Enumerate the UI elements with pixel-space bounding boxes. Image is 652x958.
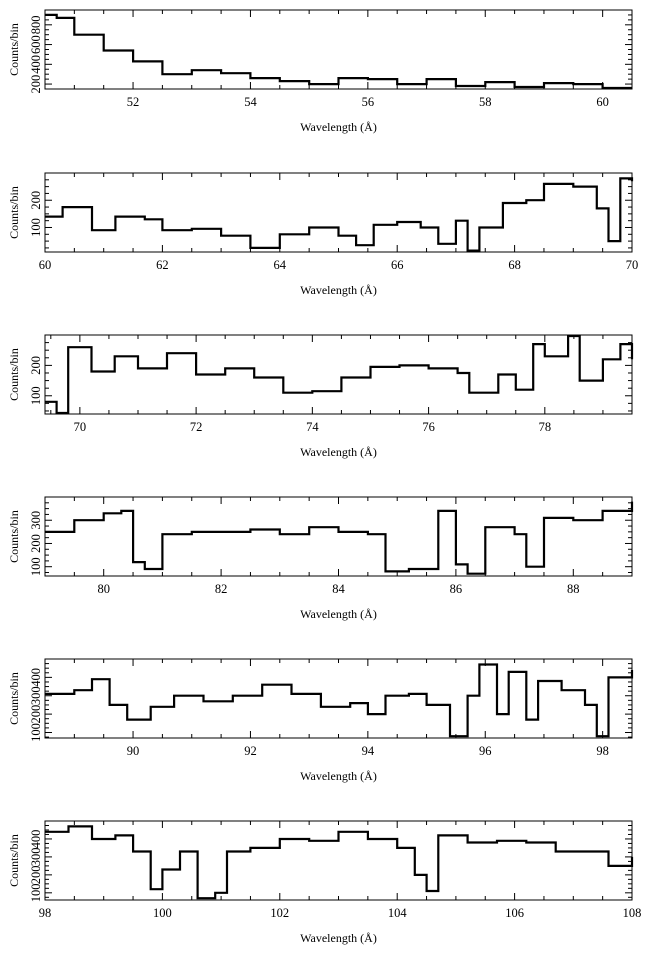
x-tick-label: 96 (479, 744, 492, 758)
y-tick-label: 800 (29, 15, 43, 34)
x-tick-label: 98 (39, 906, 52, 920)
x-tick-label: 64 (274, 258, 287, 272)
x-tick-label: 88 (567, 582, 580, 596)
x-tick-label: 86 (450, 582, 463, 596)
x-tick-label: 70 (626, 258, 639, 272)
y-axis-label: Counts/bin (7, 834, 21, 887)
x-tick-label: 98 (596, 744, 609, 758)
x-tick-label: 54 (244, 95, 257, 109)
y-tick-label: 200 (29, 534, 43, 553)
y-tick-label: 200 (29, 356, 43, 375)
y-axis-label: Counts/bin (7, 672, 21, 725)
x-tick-label: 74 (306, 420, 319, 434)
plot-frame (44, 658, 633, 739)
x-tick-label: 76 (422, 420, 435, 434)
x-tick-label: 60 (596, 95, 609, 109)
x-tick-label: 104 (388, 906, 408, 920)
x-axis-label: Wavelength (Å) (300, 445, 377, 459)
y-tick-label: 400 (29, 55, 43, 74)
y-tick-label: 400 (29, 668, 43, 687)
x-tick-label: 84 (332, 582, 345, 596)
y-tick-label: 100 (29, 218, 43, 237)
x-tick-label: 60 (39, 258, 52, 272)
y-tick-label: 300 (29, 848, 43, 867)
x-axis-label: Wavelength (Å) (300, 607, 377, 621)
x-tick-label: 92 (244, 744, 257, 758)
x-tick-label: 58 (479, 95, 492, 109)
x-tick-label: 100 (153, 906, 172, 920)
panel-6: 98 100 102 104 106 108100200300400Counts/binW… (7, 820, 642, 945)
y-tick-label: 100 (29, 557, 43, 576)
x-axis-label: Wavelength (Å) (300, 283, 377, 297)
x-tick-label: 102 (270, 906, 289, 920)
y-tick-label: 100 (29, 386, 43, 405)
spectrum-step-line (45, 825, 634, 900)
spectrum-step-line (45, 13, 632, 90)
x-tick-label: 52 (127, 95, 140, 109)
x-tick-label: 82 (215, 582, 228, 596)
y-tick-label: 300 (29, 686, 43, 705)
spectrum-step-line (45, 501, 634, 575)
x-tick-label: 108 (623, 906, 642, 920)
y-tick-label: 600 (29, 35, 43, 54)
plot-frame (44, 334, 633, 415)
x-tick-label: 106 (505, 906, 524, 920)
x-tick-label: 56 (362, 95, 375, 109)
panel-4: 80 82 84 86 88 100 200 300 Counts/bin Wavelength … (7, 496, 634, 621)
y-tick-label: 200 (29, 865, 43, 884)
y-tick-label: 200 (29, 705, 43, 724)
spectrum-step-line (45, 334, 634, 415)
x-tick-label: 70 (74, 420, 87, 434)
y-tick-label: 400 (29, 830, 43, 849)
x-axis-label: Wavelength (Å) (300, 931, 377, 945)
x-tick-label: 68 (508, 258, 521, 272)
y-tick-label: 300 (29, 511, 43, 530)
x-tick-label: 72 (190, 420, 203, 434)
y-axis-label: Counts/bin (7, 348, 21, 401)
y-tick-label: 200 (29, 75, 43, 94)
panel-3: 70 72 74 76 78 100 200 Counts/bin Wavelength (Å) (7, 334, 634, 459)
x-tick-label: 62 (156, 258, 169, 272)
y-tick-label: 100 (29, 883, 43, 902)
x-tick-label: 90 (127, 744, 140, 758)
panel-2: 60 62 64 66 68 70 100 200 Counts/bin Wavelength (… (7, 172, 639, 297)
y-axis-label: Counts/bin (7, 23, 21, 76)
y-axis-label: Counts/bin (7, 510, 21, 563)
x-tick-label: 94 (362, 744, 375, 758)
x-tick-label: 78 (539, 420, 552, 434)
spectrum-step-line (45, 663, 634, 738)
x-tick-label: 80 (97, 582, 110, 596)
x-axis-label: Wavelength (Å) (300, 769, 377, 783)
spectrum-step-line (45, 177, 634, 252)
y-tick-label: 200 (29, 191, 43, 210)
x-tick-label: 66 (391, 258, 404, 272)
y-tick-label: 100 (29, 723, 43, 742)
y-axis-label: Counts/bin (7, 186, 21, 239)
x-axis-label: Wavelength (Å) (300, 120, 377, 134)
